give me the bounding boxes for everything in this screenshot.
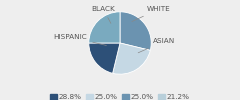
Wedge shape [89,43,120,73]
Text: BLACK: BLACK [92,6,115,23]
Text: WHITE: WHITE [132,6,170,22]
Wedge shape [113,43,150,74]
Legend: 28.8%, 25.0%, 25.0%, 21.2%: 28.8%, 25.0%, 25.0%, 21.2% [47,91,193,100]
Wedge shape [89,12,120,43]
Wedge shape [120,12,151,50]
Text: HISPANIC: HISPANIC [54,34,106,46]
Text: ASIAN: ASIAN [138,38,175,53]
